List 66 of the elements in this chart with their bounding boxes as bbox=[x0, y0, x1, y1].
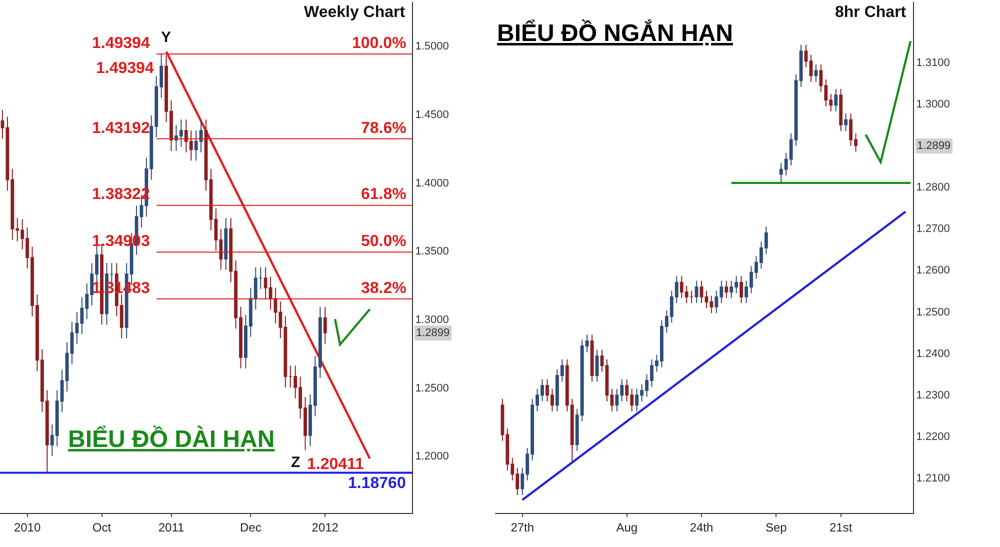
y-tick-label: 1.5000 bbox=[415, 40, 449, 53]
candlestick bbox=[258, 266, 262, 290]
y-tick-label: 1.2000 bbox=[415, 450, 449, 463]
text: 1.2899 bbox=[416, 327, 450, 339]
x-tick-label: 2010 bbox=[14, 520, 41, 535]
x-tick-label: 27th bbox=[510, 520, 534, 535]
candlestick bbox=[590, 334, 594, 382]
chart-title: 8hr Chart bbox=[835, 4, 907, 21]
y-tick-label: 1.2300 bbox=[916, 390, 950, 402]
candlestick bbox=[323, 306, 327, 344]
annotation: 1.20411 bbox=[307, 456, 364, 473]
x-tick-label: Dec bbox=[240, 520, 262, 535]
y-tick-label: 1.2600 bbox=[916, 264, 950, 277]
annotation: 38.2% bbox=[361, 280, 406, 297]
text: 1.2899 bbox=[917, 140, 951, 152]
x-tick-label: 2012 bbox=[312, 520, 339, 535]
y-tick-label: 1.3500 bbox=[415, 246, 449, 258]
candlestick bbox=[600, 349, 604, 372]
candlestick bbox=[844, 112, 848, 132]
candlestick bbox=[224, 217, 228, 270]
ref-line-label: 1.18760 bbox=[348, 475, 406, 492]
candlestick bbox=[814, 64, 818, 82]
candlestick bbox=[839, 88, 843, 132]
ref-line-label: 1.43192 bbox=[92, 120, 150, 137]
annotation: Z bbox=[291, 454, 300, 471]
candlestick bbox=[595, 349, 599, 382]
y-tick-label: 1.3000 bbox=[916, 98, 950, 110]
annotation: Y bbox=[161, 29, 172, 46]
candlestick bbox=[690, 290, 694, 304]
candlestick bbox=[204, 119, 208, 192]
candlestick bbox=[834, 88, 838, 112]
candlestick bbox=[700, 280, 704, 304]
candlestick bbox=[804, 44, 808, 68]
text: BIỂU ĐỒ DÀI HẠN bbox=[68, 425, 275, 453]
x-tick-label: 24th bbox=[690, 520, 714, 535]
candlestick bbox=[724, 280, 728, 299]
chart-title: Weekly Chart bbox=[304, 4, 406, 21]
candlestick bbox=[694, 280, 698, 304]
y-tick-label: 1.2100 bbox=[916, 472, 950, 485]
candlestick bbox=[710, 295, 714, 314]
y-tick-label: 1.2200 bbox=[916, 431, 950, 444]
y-tick-label: 1.2700 bbox=[916, 223, 950, 236]
y-tick-label: 1.3000 bbox=[415, 314, 449, 326]
ref-line-label: 1.49394 bbox=[92, 35, 150, 52]
x-tick-label: Aug bbox=[616, 520, 638, 535]
x-tick-label: Oct bbox=[92, 520, 112, 535]
y-tick-label: 1.3100 bbox=[916, 56, 950, 69]
x-tick-label: 21st bbox=[830, 520, 853, 535]
y-tick-label: 1.2500 bbox=[415, 382, 449, 394]
candlestick bbox=[740, 276, 744, 304]
annotation: 100.0% bbox=[352, 35, 406, 52]
y-tick-label: 1.2400 bbox=[916, 348, 950, 360]
x-tick-label: 2011 bbox=[158, 520, 184, 535]
y-tick-label: 1.2500 bbox=[916, 306, 950, 318]
candlestick bbox=[288, 365, 292, 388]
candlestick bbox=[704, 290, 708, 309]
annotation: 50.0% bbox=[361, 233, 406, 250]
x-tick-label: Sep bbox=[765, 520, 788, 535]
annotation: 1.49394 bbox=[96, 60, 154, 77]
annotation: 61.8% bbox=[361, 186, 406, 203]
candlestick bbox=[809, 54, 813, 82]
annotation: 78.6% bbox=[361, 120, 406, 137]
y-tick-label: 1.4500 bbox=[415, 108, 449, 121]
y-tick-label: 1.4000 bbox=[415, 177, 449, 190]
text: BIỂU ĐỒ NGẮN HẠN bbox=[497, 19, 734, 47]
y-tick-label: 1.2800 bbox=[916, 182, 950, 194]
